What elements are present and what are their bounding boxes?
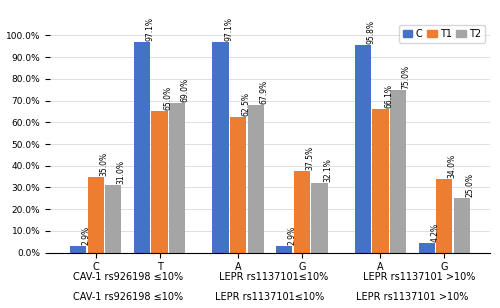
Bar bbox=[248, 105, 264, 253]
Bar bbox=[355, 45, 371, 253]
Bar bbox=[105, 185, 122, 253]
Text: 65.0%: 65.0% bbox=[163, 86, 172, 110]
Text: 32.1%: 32.1% bbox=[323, 158, 332, 182]
Text: 2.9%: 2.9% bbox=[288, 226, 297, 245]
Text: 2.9%: 2.9% bbox=[82, 226, 90, 245]
Text: 37.5%: 37.5% bbox=[306, 146, 314, 170]
Text: 97.1%: 97.1% bbox=[146, 17, 154, 41]
Text: 69.0%: 69.0% bbox=[180, 78, 190, 102]
Bar bbox=[418, 243, 435, 253]
Bar bbox=[372, 109, 388, 253]
Text: CAV-1 rs926198 ≤10%: CAV-1 rs926198 ≤10% bbox=[72, 292, 182, 302]
Bar bbox=[134, 42, 150, 253]
Bar bbox=[230, 117, 246, 253]
Text: LEPR rs1137101 >10%: LEPR rs1137101 >10% bbox=[356, 292, 469, 302]
Bar bbox=[276, 246, 292, 253]
Bar bbox=[312, 183, 328, 253]
Text: 35.0%: 35.0% bbox=[100, 151, 108, 176]
Text: 95.8%: 95.8% bbox=[366, 19, 376, 43]
Text: CAV-1 rs926198 ≤10%: CAV-1 rs926198 ≤10% bbox=[74, 272, 184, 282]
Text: LEPR rs1137101≤10%: LEPR rs1137101≤10% bbox=[219, 272, 328, 282]
Text: 31.0%: 31.0% bbox=[117, 160, 126, 184]
Bar bbox=[88, 176, 104, 253]
Bar bbox=[390, 90, 406, 253]
Bar bbox=[294, 171, 310, 253]
Text: 97.1%: 97.1% bbox=[224, 17, 233, 41]
Text: LEPR rs1137101 >10%: LEPR rs1137101 >10% bbox=[362, 272, 475, 282]
Text: 75.0%: 75.0% bbox=[402, 65, 410, 89]
Text: LEPR rs1137101≤10%: LEPR rs1137101≤10% bbox=[216, 292, 324, 302]
Legend: C, T1, T2: C, T1, T2 bbox=[399, 25, 485, 43]
Bar bbox=[70, 246, 86, 253]
Bar bbox=[454, 198, 470, 253]
Bar bbox=[436, 179, 452, 253]
Text: 66.1%: 66.1% bbox=[384, 84, 393, 108]
Bar bbox=[212, 42, 228, 253]
Text: 4.2%: 4.2% bbox=[430, 223, 440, 242]
Text: 62.5%: 62.5% bbox=[242, 92, 250, 116]
Bar bbox=[169, 103, 185, 253]
Bar bbox=[152, 111, 168, 253]
Text: 25.0%: 25.0% bbox=[466, 173, 474, 197]
Text: 67.9%: 67.9% bbox=[260, 80, 268, 104]
Text: 34.0%: 34.0% bbox=[448, 154, 457, 178]
